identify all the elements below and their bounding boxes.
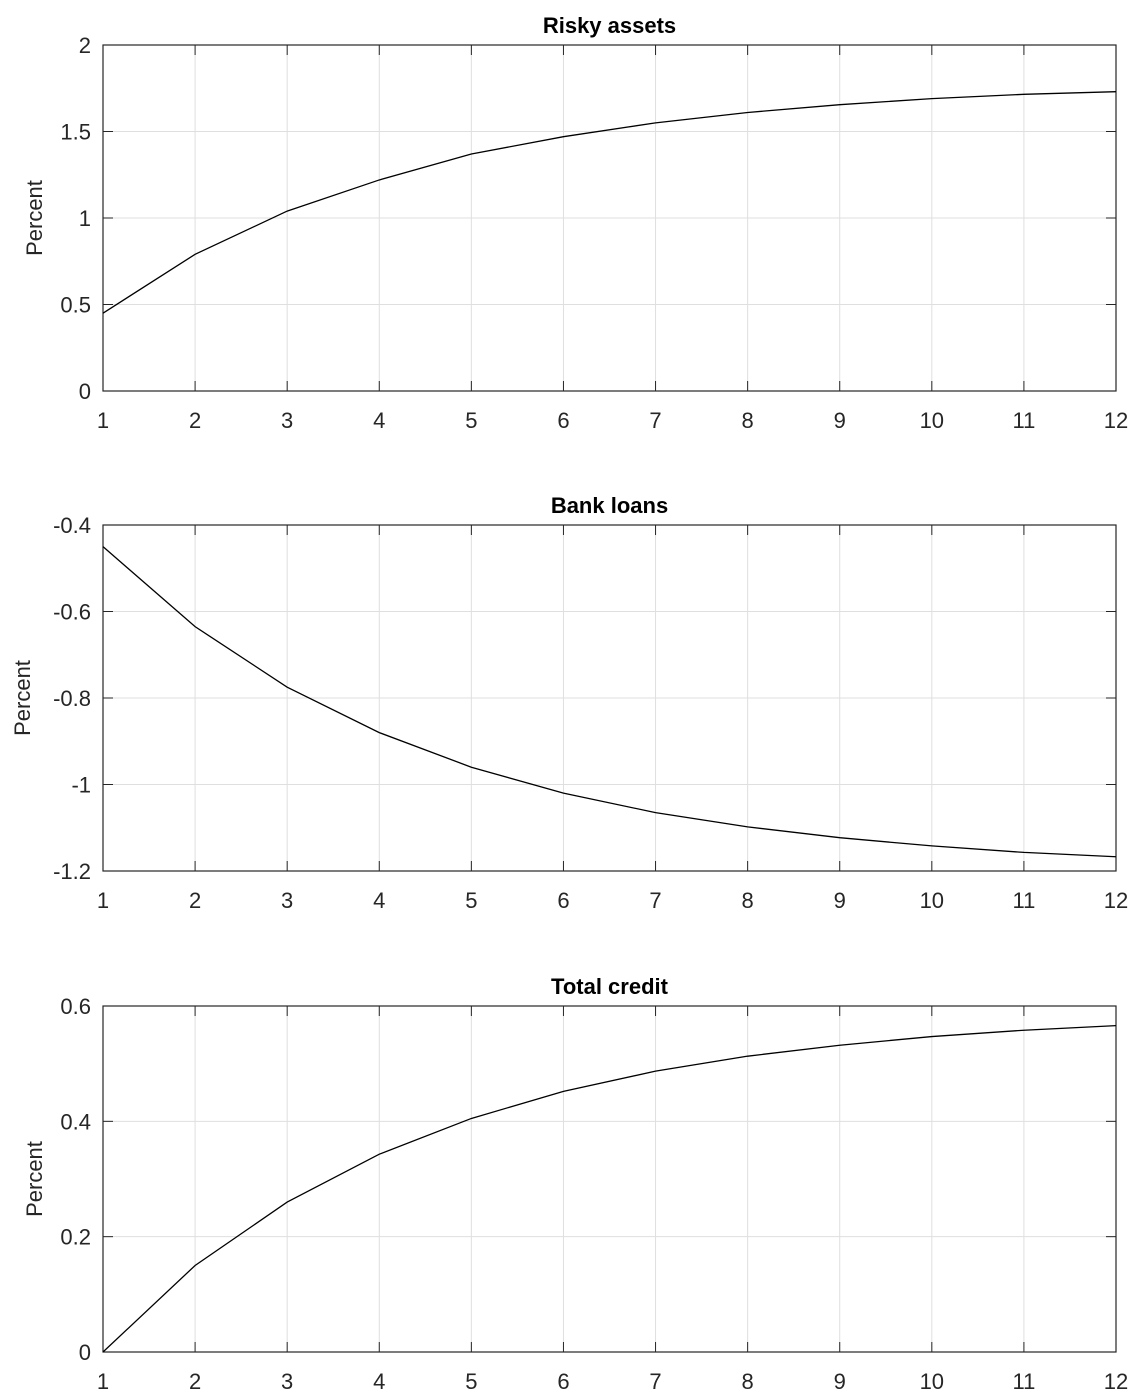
x-tick-label: 9 bbox=[834, 1369, 846, 1394]
x-tick-label: 7 bbox=[649, 408, 661, 433]
x-tick-label: 1 bbox=[97, 888, 109, 913]
y-tick-label: 0 bbox=[79, 1340, 91, 1365]
y-tick-label: -0.6 bbox=[53, 600, 91, 625]
y-axis-label: Percent bbox=[22, 180, 47, 256]
x-tick-label: 10 bbox=[920, 408, 944, 433]
x-tick-label: 2 bbox=[189, 408, 201, 433]
x-tick-label: 5 bbox=[465, 888, 477, 913]
y-tick-label: 0.5 bbox=[60, 293, 91, 318]
x-tick-label: 2 bbox=[189, 1369, 201, 1394]
x-tick-label: 12 bbox=[1104, 1369, 1128, 1394]
x-tick-label: 1 bbox=[97, 408, 109, 433]
y-axis-label: Percent bbox=[10, 660, 35, 736]
x-tick-label: 7 bbox=[649, 1369, 661, 1394]
x-tick-label: 11 bbox=[1012, 1369, 1035, 1394]
x-tick-label: 6 bbox=[557, 888, 569, 913]
x-tick-label: 8 bbox=[742, 408, 754, 433]
x-tick-label: 8 bbox=[742, 888, 754, 913]
y-tick-label: -1.2 bbox=[53, 859, 91, 884]
plot-area bbox=[103, 1006, 1116, 1352]
x-tick-label: 8 bbox=[742, 1369, 754, 1394]
chart-title: Total credit bbox=[551, 974, 669, 999]
x-tick-label: 1 bbox=[97, 1369, 109, 1394]
x-tick-label: 9 bbox=[834, 888, 846, 913]
x-tick-label: 12 bbox=[1104, 408, 1128, 433]
x-tick-label: 3 bbox=[281, 408, 293, 433]
x-tick-label: 4 bbox=[373, 1369, 385, 1394]
chart-title: Bank loans bbox=[551, 493, 668, 518]
y-tick-label: 1 bbox=[79, 206, 91, 231]
axes-box bbox=[102, 1005, 1117, 1353]
x-tick-label: 10 bbox=[920, 888, 944, 913]
x-tick-label: 12 bbox=[1104, 888, 1128, 913]
y-tick-label: 0.6 bbox=[60, 994, 91, 1019]
line bbox=[102, 1024, 1117, 1353]
x-tick-label: 3 bbox=[281, 1369, 293, 1394]
y-tick-label: 0.2 bbox=[60, 1225, 91, 1250]
x-tick-label: 4 bbox=[373, 408, 385, 433]
x-tick-label: 6 bbox=[557, 408, 569, 433]
y-tick-label: 0.4 bbox=[60, 1109, 91, 1134]
x-tick-label: 7 bbox=[649, 888, 661, 913]
y-tick-label: -0.8 bbox=[53, 686, 91, 711]
y-tick-label: 0 bbox=[79, 379, 91, 404]
y-tick-label: -1 bbox=[71, 773, 91, 798]
y-tick-label: 1.5 bbox=[60, 120, 91, 145]
line bbox=[102, 91, 1117, 314]
chart-title: Risky assets bbox=[543, 13, 676, 38]
x-tick-label: 6 bbox=[557, 1369, 569, 1394]
x-tick-label: 5 bbox=[465, 1369, 477, 1394]
x-tick-label: 9 bbox=[834, 408, 846, 433]
x-tick-label: 10 bbox=[920, 1369, 944, 1394]
y-tick-label: -0.4 bbox=[53, 513, 91, 538]
x-tick-label: 11 bbox=[1012, 888, 1035, 913]
y-tick-label: 2 bbox=[79, 33, 91, 58]
x-tick-label: 3 bbox=[281, 888, 293, 913]
x-tick-label: 11 bbox=[1012, 408, 1035, 433]
line bbox=[102, 546, 1117, 858]
x-tick-label: 5 bbox=[465, 408, 477, 433]
x-tick-label: 4 bbox=[373, 888, 385, 913]
y-axis-label: Percent bbox=[22, 1141, 47, 1217]
x-tick-label: 2 bbox=[189, 888, 201, 913]
